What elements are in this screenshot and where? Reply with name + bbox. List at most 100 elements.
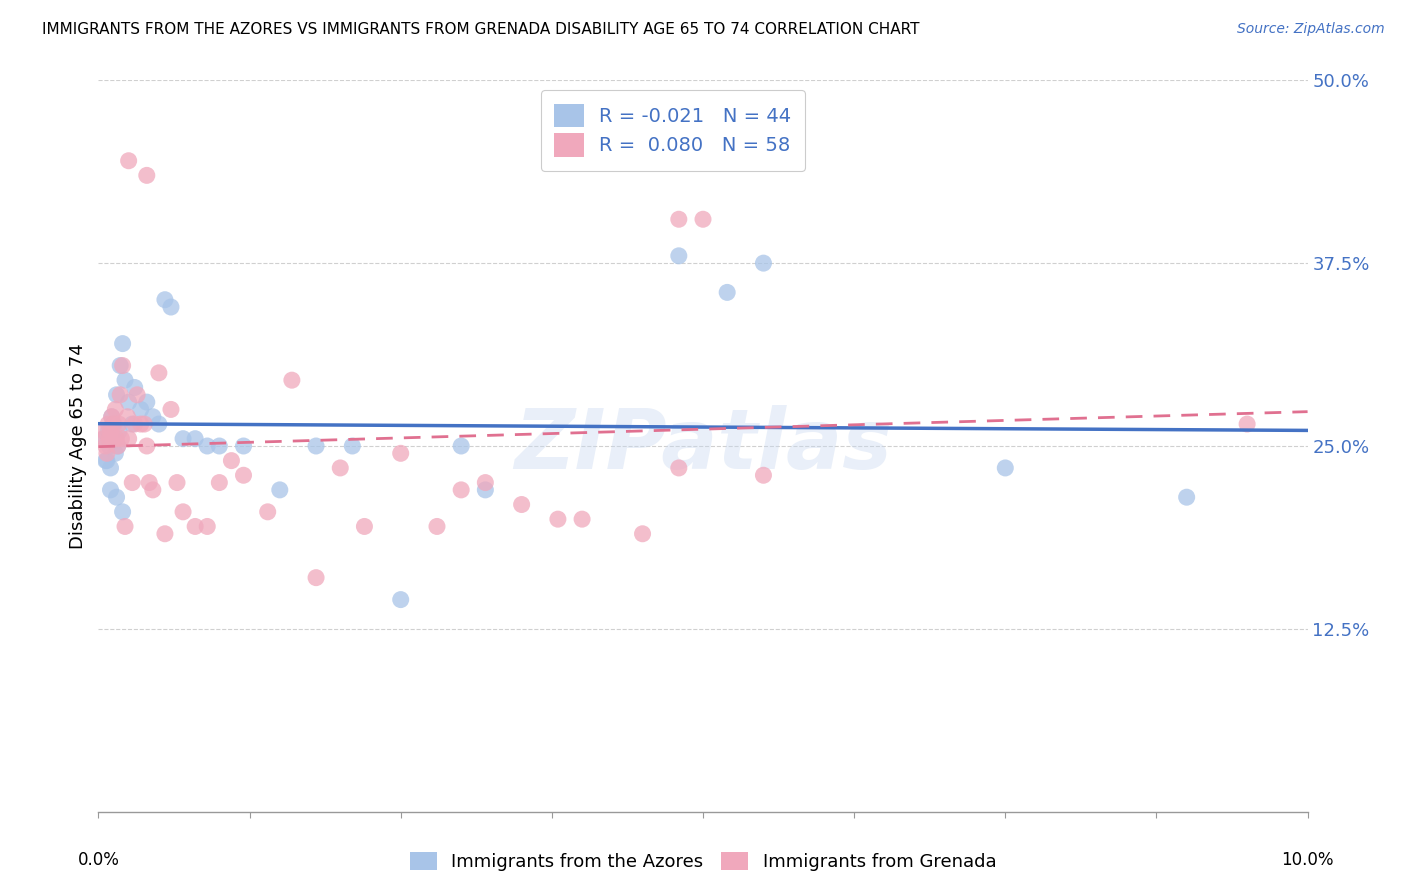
Point [631, 526, 654, 541]
Text: 0.0%: 0.0% [77, 851, 120, 869]
Point [91, 432, 114, 446]
Point [269, 483, 291, 497]
Point [142, 409, 165, 424]
Point [111, 359, 134, 373]
Point [108, 425, 131, 439]
Point [124, 380, 146, 394]
Point [124, 417, 146, 431]
Point [104, 402, 127, 417]
Point [153, 526, 176, 541]
Point [129, 402, 152, 417]
Point [208, 439, 231, 453]
Point [107, 439, 129, 453]
Point [111, 336, 134, 351]
Point [172, 432, 194, 446]
Point [111, 505, 134, 519]
Point [160, 402, 183, 417]
Point [110, 432, 132, 446]
Point [101, 432, 124, 446]
Point [98, 439, 121, 453]
Point [135, 395, 157, 409]
Point [118, 153, 141, 168]
Point [96, 453, 118, 467]
Point [1236, 417, 1258, 431]
Point [121, 417, 143, 431]
Point [148, 366, 170, 380]
Point [108, 417, 131, 431]
Point [114, 373, 136, 387]
Point [94, 453, 117, 467]
Point [1175, 490, 1198, 504]
Point [96, 446, 118, 460]
Point [994, 461, 1017, 475]
Y-axis label: Disability Age 65 to 74: Disability Age 65 to 74 [69, 343, 87, 549]
Text: 10.0%: 10.0% [1281, 851, 1334, 869]
Point [100, 461, 122, 475]
Point [342, 439, 364, 453]
Point [121, 475, 143, 490]
Point [105, 388, 128, 402]
Point [103, 432, 125, 446]
Point [135, 169, 157, 183]
Point [305, 571, 328, 585]
Point [105, 432, 128, 446]
Point [93, 425, 115, 439]
Point [118, 432, 141, 446]
Point [571, 512, 593, 526]
Point [100, 409, 122, 424]
Point [668, 212, 690, 227]
Point [281, 373, 304, 387]
Point [104, 446, 127, 460]
Point [100, 425, 122, 439]
Point [118, 395, 141, 409]
Point [160, 300, 183, 314]
Point [474, 483, 496, 497]
Point [166, 475, 188, 490]
Legend: R = -0.021   N = 44, R =  0.080   N = 58: R = -0.021 N = 44, R = 0.080 N = 58 [541, 90, 804, 170]
Point [108, 388, 131, 402]
Point [97, 417, 120, 431]
Point [103, 417, 125, 431]
Point [100, 409, 122, 424]
Point [426, 519, 449, 533]
Point [142, 483, 165, 497]
Point [135, 439, 157, 453]
Point [93, 432, 115, 446]
Point [389, 446, 412, 460]
Point [117, 409, 139, 424]
Point [94, 439, 117, 453]
Point [353, 519, 375, 533]
Point [184, 519, 207, 533]
Point [256, 505, 278, 519]
Point [97, 425, 120, 439]
Legend: Immigrants from the Azores, Immigrants from Grenada: Immigrants from the Azores, Immigrants f… [402, 845, 1004, 879]
Point [450, 483, 472, 497]
Point [305, 439, 328, 453]
Point [108, 359, 131, 373]
Point [752, 468, 775, 483]
Point [474, 475, 496, 490]
Point [221, 453, 243, 467]
Point [172, 505, 194, 519]
Point [208, 475, 231, 490]
Point [389, 592, 412, 607]
Point [98, 432, 121, 446]
Point [184, 432, 207, 446]
Text: Source: ZipAtlas.com: Source: ZipAtlas.com [1237, 22, 1385, 37]
Text: ZIPatlas: ZIPatlas [515, 406, 891, 486]
Point [668, 249, 690, 263]
Point [134, 417, 156, 431]
Point [100, 483, 122, 497]
Point [232, 439, 254, 453]
Point [138, 475, 160, 490]
Point [127, 388, 149, 402]
Text: IMMIGRANTS FROM THE AZORES VS IMMIGRANTS FROM GRENADA DISABILITY AGE 65 TO 74 CO: IMMIGRANTS FROM THE AZORES VS IMMIGRANTS… [42, 22, 920, 37]
Point [668, 461, 690, 475]
Point [510, 498, 533, 512]
Point [107, 439, 129, 453]
Point [692, 212, 714, 227]
Point [450, 439, 472, 453]
Point [105, 490, 128, 504]
Point [195, 439, 218, 453]
Point [752, 256, 775, 270]
